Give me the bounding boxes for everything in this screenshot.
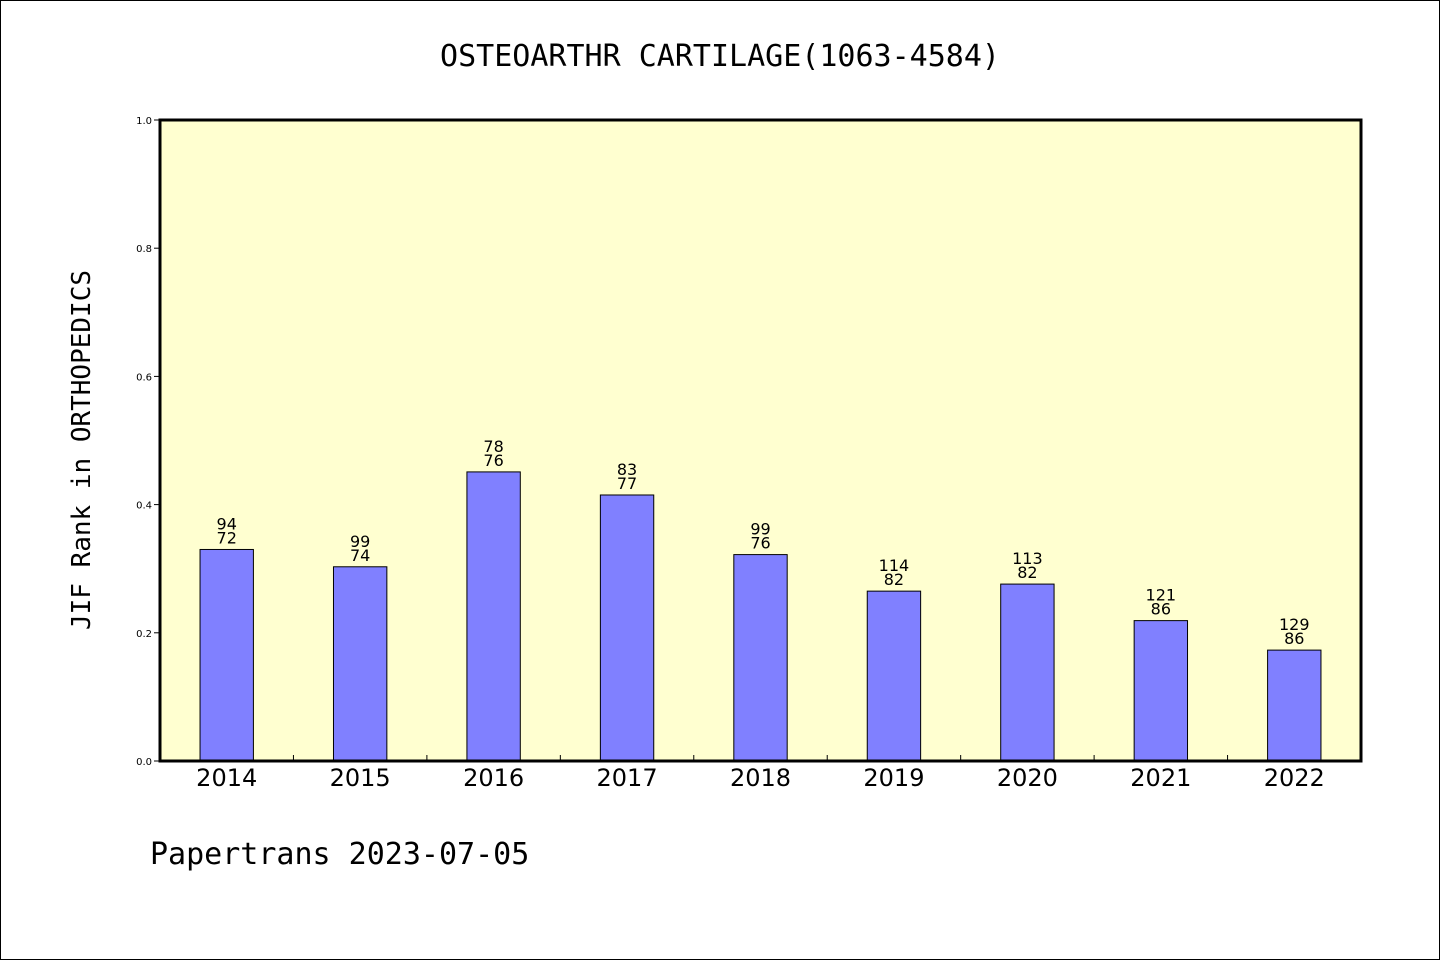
x-tick-label: 2015 (330, 764, 391, 792)
x-tick-label: 2014 (196, 764, 257, 792)
bar-label-top: 99 (750, 520, 770, 539)
plot-border (158, 118, 1363, 763)
bar (1267, 649, 1322, 762)
x-axis-ticks: 2014 2015 2016 2017 2018 2019 2020 2021 2022 (196, 755, 1325, 792)
bar-label-bottom: 86 (1284, 629, 1304, 648)
bar (466, 471, 521, 762)
x-tick-label: 2021 (1130, 764, 1191, 792)
bar-label-top: 129 (1279, 615, 1310, 634)
bar-label-bottom: 86 (1151, 600, 1171, 619)
x-tick-label: 2020 (997, 764, 1058, 792)
y-tick-label: 0.4 (136, 501, 152, 512)
y-axis-label: JIF Rank in ORTHOPEDICS (67, 270, 97, 630)
x-tick-label: 2016 (463, 764, 524, 792)
bar (1000, 583, 1055, 762)
bar-label-top: 113 (1012, 549, 1043, 568)
bar-label-bottom: 76 (750, 534, 770, 553)
bar (199, 548, 254, 762)
bar-label-top: 99 (350, 532, 370, 551)
x-tick-label: 2019 (863, 764, 924, 792)
bar (866, 590, 922, 762)
chart-title: OSTEOARTHR CARTILAGE(1063-4584) (440, 39, 1000, 74)
bar (1133, 620, 1189, 762)
x-tick-label: 2018 (730, 764, 791, 792)
bar-label-bottom: 77 (617, 474, 637, 493)
y-tick-label: 1.0 (136, 116, 152, 127)
bar-label-top: 121 (1146, 586, 1177, 605)
y-tick-label: 0.0 (136, 757, 152, 768)
bar-label-top: 78 (483, 437, 503, 456)
y-tick-label: 0.6 (136, 372, 152, 383)
bar-label-bottom: 82 (1017, 563, 1037, 582)
x-tick-label: 2017 (597, 764, 658, 792)
bar (733, 554, 788, 762)
bar (332, 566, 388, 762)
y-axis-ticks: 0.0 0.2 0.4 0.6 0.8 1.0 (136, 116, 160, 768)
bar-label-top: 114 (879, 556, 910, 575)
footer-text: Papertrans 2023-07-05 (150, 837, 529, 872)
bar-label-bottom: 76 (483, 451, 503, 470)
y-tick-label: 0.2 (136, 629, 152, 640)
bar-label-bottom: 74 (350, 546, 370, 565)
bar-label-bottom: 82 (884, 570, 904, 589)
bar-label-bottom: 72 (217, 528, 237, 547)
bar-label-top: 94 (217, 514, 237, 533)
bar (599, 494, 655, 762)
x-tick-label: 2022 (1264, 764, 1325, 792)
y-tick-label: 0.8 (136, 244, 152, 255)
bar-label-top: 83 (617, 460, 637, 479)
